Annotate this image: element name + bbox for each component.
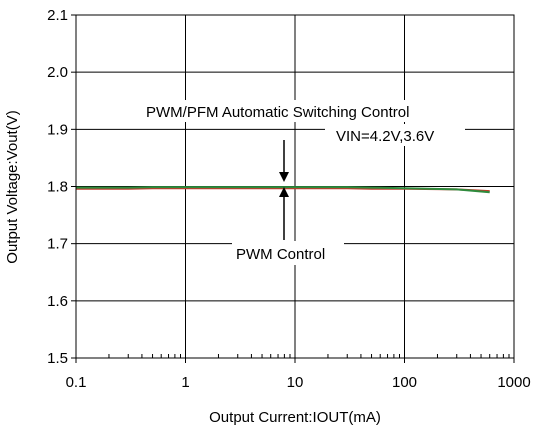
top-label-bg xyxy=(130,100,440,122)
series-line-2 xyxy=(76,186,490,194)
arrow-down xyxy=(279,140,289,182)
x-axis-title: Output Current:IOUT(mA) xyxy=(209,409,381,426)
x-tick-label: 100 xyxy=(392,374,417,391)
bottom-label-bg xyxy=(232,241,344,265)
y-tick-label: 1.7 xyxy=(47,236,68,253)
annotation-top-label: PWM/PFM Automatic Switching Control xyxy=(146,104,409,121)
y-tick-label: 1.6 xyxy=(47,293,68,310)
y-tick-label: 1.5 xyxy=(47,350,68,367)
x-tick-label: 1 xyxy=(181,374,189,391)
plot-frame xyxy=(75,14,515,359)
minor-ticks xyxy=(71,14,515,363)
x-tick-label: 10 xyxy=(287,374,304,391)
x-tick-labels: 0.1 1 10 100 1000 xyxy=(66,374,531,391)
y-tick-label: 2.1 xyxy=(47,7,68,24)
y-tick-label: 1.8 xyxy=(47,179,68,196)
x-tick-label: 1000 xyxy=(497,374,530,391)
annotation-bottom-label: PWM Control xyxy=(236,246,325,263)
y-tick-label: 1.9 xyxy=(47,121,68,138)
x-tick-label: 0.1 xyxy=(66,374,87,391)
series-layer xyxy=(76,186,490,194)
y-tick-label: 2.0 xyxy=(47,64,68,81)
annotation-vin-label: VIN=4.2V,3.6V xyxy=(336,128,434,145)
y-axis-title: Output Voltage:Vout(V) xyxy=(4,110,21,263)
vin-label-bg xyxy=(325,124,465,146)
arrow-up xyxy=(279,187,289,240)
y-tick-labels: 1.5 1.6 1.7 1.8 1.9 2.0 2.1 xyxy=(47,7,68,367)
